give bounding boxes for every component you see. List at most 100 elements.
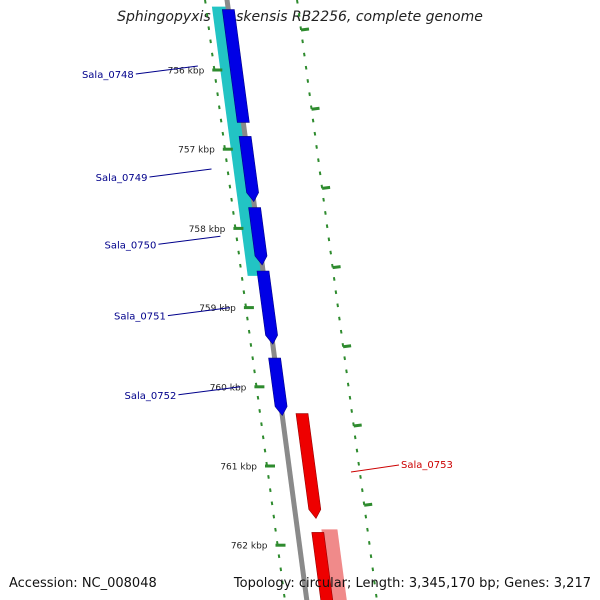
- tick-rail-0-dot: [247, 329, 251, 334]
- tick-rail-0-dot: [205, 13, 209, 17]
- tick-rail-1-dot: [296, 0, 299, 4]
- tick-rail-1-dot: [318, 171, 322, 176]
- gene-label-leader-1: [149, 168, 212, 178]
- tick-rail-0-dot: [218, 105, 221, 110]
- tick-rail-0-dot: [260, 422, 263, 427]
- outer-scale-tick-2: [321, 185, 331, 190]
- highlight-band-1: [321, 529, 347, 600]
- gene-label-2: Sala_0750: [105, 240, 157, 251]
- scale-tick-label-6: 762 kbp: [231, 542, 268, 552]
- tick-rail-1-dot: [359, 475, 362, 479]
- tick-rail-0-dot: [235, 237, 239, 242]
- tick-rail-1-dot: [332, 277, 336, 281]
- outer-scale-tick-6: [364, 502, 373, 507]
- tick-rail-1-dot: [297, 13, 301, 17]
- tick-rail-1-dot: [313, 131, 317, 136]
- tick-rail-0-dot: [274, 527, 277, 532]
- outer-scale-tick-0: [300, 27, 310, 32]
- tick-rail-1-dot: [366, 527, 369, 532]
- tick-rail-1-dot: [301, 39, 304, 44]
- tick-rail-1-dot: [364, 514, 368, 519]
- tick-rail-1-dot: [355, 448, 359, 453]
- tick-rail-1-dot: [322, 197, 325, 202]
- tick-rail-1-dot: [353, 435, 357, 440]
- gene-label-leader-3: [167, 307, 230, 317]
- tick-rail-0-dot: [211, 52, 214, 57]
- tick-rail-1-dot: [369, 554, 373, 559]
- tick-rail-0-dot: [246, 316, 249, 321]
- tick-rail-0-dot: [269, 488, 272, 493]
- tick-rail-0-dot: [272, 514, 276, 519]
- outer-scale-tick-1: [311, 106, 320, 111]
- tick-rail-1-dot: [315, 145, 318, 149]
- outer-scale-tick-4: [342, 344, 352, 349]
- tick-rail-0-dot: [237, 250, 240, 255]
- scale-tick-label-0: 756 kbp: [168, 67, 205, 77]
- tick-rail-1-dot: [308, 92, 311, 97]
- tick-rail-0-dot: [258, 409, 261, 413]
- gene-+-2: [248, 207, 268, 266]
- tick-rail-0-dot: [216, 92, 219, 97]
- tick-rail-0-dot: [209, 39, 212, 44]
- tick-rail-0-dot: [270, 501, 274, 506]
- tick-rail-0-dot: [207, 26, 211, 31]
- outer-scale-tick-3: [332, 265, 341, 270]
- gene-label-leader-0: [135, 65, 198, 75]
- tick-rail-0-dot: [267, 475, 270, 479]
- scale-tick-label-5: 761 kbp: [220, 463, 257, 473]
- gene-+-0: [221, 9, 250, 123]
- accession-text: Accession: NC_008048: [9, 576, 157, 591]
- tick-rail-1-dot: [324, 211, 327, 215]
- tick-rail-0-dot: [239, 263, 242, 268]
- tick-rail-0-dot: [281, 580, 284, 585]
- tick-rail-1-dot: [327, 237, 331, 242]
- outer-scale-tick-5: [353, 423, 362, 428]
- tick-rail-0-dot: [230, 197, 233, 202]
- tick-rail-1-dot: [334, 290, 338, 295]
- gene-label-leader-2: [158, 235, 221, 245]
- gene-+-1: [238, 136, 259, 203]
- tick-rail-0-dot: [277, 554, 281, 559]
- tick-rail-0-dot: [253, 369, 256, 374]
- gene-label-4: Sala_0752: [125, 391, 177, 402]
- tick-rail-0-dot: [228, 184, 232, 189]
- genome-summary-text: Topology: circular; Length: 3,345,170 bp…: [233, 576, 591, 591]
- tick-rail-1-dot: [325, 224, 329, 229]
- tick-rail-1-dot: [343, 356, 346, 361]
- scale-tick-label-1: 757 kbp: [178, 146, 215, 156]
- tick-rail-0-dot: [240, 277, 244, 281]
- tick-rail-0-dot: [225, 158, 228, 163]
- tick-rail-1-dot: [336, 303, 339, 308]
- tick-rail-1-dot: [371, 567, 375, 572]
- tick-rail-1-dot: [304, 65, 308, 70]
- tick-rail-1-dot: [306, 79, 310, 83]
- gene-label-0: Sala_0748: [82, 70, 134, 81]
- tick-rail-0-dot: [249, 343, 253, 347]
- tick-rail-1-dot: [345, 369, 348, 374]
- gene---5: [295, 413, 322, 519]
- scale-tick-label-2: 758 kbp: [189, 225, 226, 235]
- gene-label-3: Sala_0751: [114, 312, 166, 323]
- tick-rail-1-dot: [368, 541, 371, 545]
- tick-rail-0-dot: [256, 395, 260, 400]
- tick-rail-1-dot: [350, 409, 353, 413]
- tick-rail-1-dot: [375, 593, 378, 598]
- map-title: Sphingopyxis alaskensis RB2256, complete…: [117, 9, 483, 25]
- gene-label-leader-5: [350, 464, 400, 473]
- gene-label-1: Sala_0749: [96, 173, 148, 184]
- tick-rail-1-dot: [317, 158, 320, 163]
- gene-+-3: [256, 270, 278, 345]
- gene-+-4: [268, 357, 288, 417]
- tick-rail-1-dot: [338, 316, 341, 321]
- tick-rail-0-dot: [251, 356, 254, 361]
- gene---6: [311, 532, 334, 600]
- tick-rail-0-dot: [261, 435, 265, 440]
- tick-rail-0-dot: [232, 211, 235, 215]
- tick-rail-1-dot: [361, 488, 364, 493]
- tick-rail-0-dot: [242, 290, 246, 295]
- tick-rail-0-dot: [204, 0, 207, 4]
- tick-rail-1-dot: [339, 329, 343, 334]
- tick-rail-0-dot: [279, 567, 283, 572]
